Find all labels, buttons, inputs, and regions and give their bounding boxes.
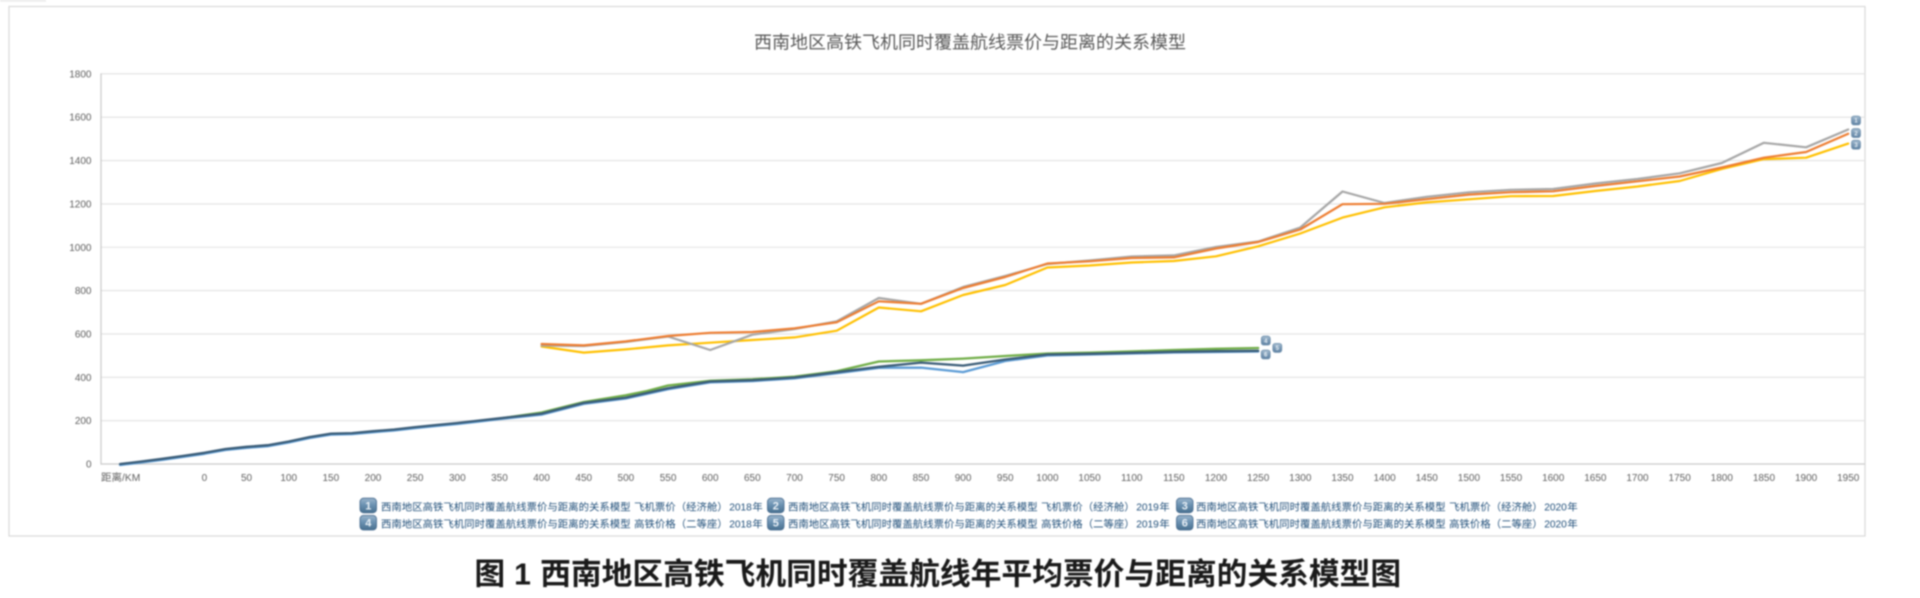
svg-text:1250: 1250 <box>1247 473 1270 484</box>
svg-text:900: 900 <box>955 473 972 484</box>
svg-text:2018: 2018 <box>729 520 752 531</box>
svg-text:1350: 1350 <box>1331 473 1354 484</box>
svg-text:150: 150 <box>323 473 340 484</box>
svg-text:600: 600 <box>702 473 719 484</box>
svg-text:3: 3 <box>1182 500 1188 512</box>
svg-text:5: 5 <box>1276 346 1280 352</box>
svg-text:2020: 2020 <box>1544 503 1567 514</box>
svg-text:1600: 1600 <box>1542 473 1565 484</box>
svg-text:0: 0 <box>86 460 92 471</box>
svg-text:800: 800 <box>75 286 92 297</box>
svg-text:3: 3 <box>1854 143 1858 149</box>
svg-text:1050: 1050 <box>1078 473 1101 484</box>
svg-text:1200: 1200 <box>1205 473 1228 484</box>
svg-text:1000: 1000 <box>69 243 92 254</box>
svg-text:750: 750 <box>828 473 845 484</box>
svg-text:400: 400 <box>533 473 550 484</box>
svg-text:1600: 1600 <box>69 113 92 124</box>
svg-text:500: 500 <box>618 473 635 484</box>
svg-text:300: 300 <box>449 473 466 484</box>
svg-text:400: 400 <box>75 373 92 384</box>
svg-text:2018: 2018 <box>729 503 752 514</box>
svg-text:2019: 2019 <box>1136 503 1159 514</box>
svg-text:100: 100 <box>280 473 297 484</box>
svg-text:1750: 1750 <box>1669 473 1692 484</box>
svg-text:650: 650 <box>744 473 761 484</box>
svg-text:/KM: /KM <box>122 473 140 484</box>
svg-text:2: 2 <box>773 500 779 512</box>
svg-text:1400: 1400 <box>69 156 92 167</box>
svg-text:600: 600 <box>75 329 92 340</box>
svg-text:1500: 1500 <box>1458 473 1481 484</box>
svg-text:1: 1 <box>1854 119 1858 125</box>
svg-text:450: 450 <box>575 473 592 484</box>
svg-text:1950: 1950 <box>1837 473 1860 484</box>
svg-text:1550: 1550 <box>1500 473 1523 484</box>
svg-text:1700: 1700 <box>1626 473 1649 484</box>
svg-text:1400: 1400 <box>1373 473 1396 484</box>
svg-text:1300: 1300 <box>1289 473 1312 484</box>
svg-text:1200: 1200 <box>69 199 92 210</box>
svg-text:1450: 1450 <box>1416 473 1439 484</box>
svg-text:1: 1 <box>365 500 371 512</box>
svg-text:2: 2 <box>1854 131 1858 137</box>
svg-text:1800: 1800 <box>1711 473 1734 484</box>
svg-text:1900: 1900 <box>1795 473 1818 484</box>
svg-text:1800: 1800 <box>69 69 92 80</box>
svg-text:0: 0 <box>202 473 208 484</box>
svg-text:4: 4 <box>365 518 372 530</box>
svg-text:1000: 1000 <box>1036 473 1059 484</box>
svg-text:5: 5 <box>773 518 779 530</box>
svg-text:1850: 1850 <box>1753 473 1776 484</box>
svg-text:2019: 2019 <box>1136 520 1159 531</box>
svg-text:800: 800 <box>870 473 887 484</box>
svg-text:2020: 2020 <box>1544 520 1567 531</box>
svg-text:1150: 1150 <box>1163 473 1185 484</box>
svg-text:350: 350 <box>491 473 508 484</box>
svg-text:700: 700 <box>786 473 803 484</box>
svg-text:1650: 1650 <box>1584 473 1607 484</box>
svg-text:200: 200 <box>75 416 92 427</box>
svg-text:550: 550 <box>660 473 677 484</box>
svg-text:950: 950 <box>997 473 1014 484</box>
svg-text:1100: 1100 <box>1121 473 1143 484</box>
svg-text:250: 250 <box>407 473 424 484</box>
svg-text:200: 200 <box>365 473 382 484</box>
svg-text:6: 6 <box>1182 518 1188 530</box>
svg-text:4: 4 <box>1264 339 1268 345</box>
svg-text:6: 6 <box>1264 353 1268 359</box>
svg-text:1: 1 <box>514 559 531 592</box>
svg-text:50: 50 <box>241 473 253 484</box>
svg-text:850: 850 <box>913 473 930 484</box>
